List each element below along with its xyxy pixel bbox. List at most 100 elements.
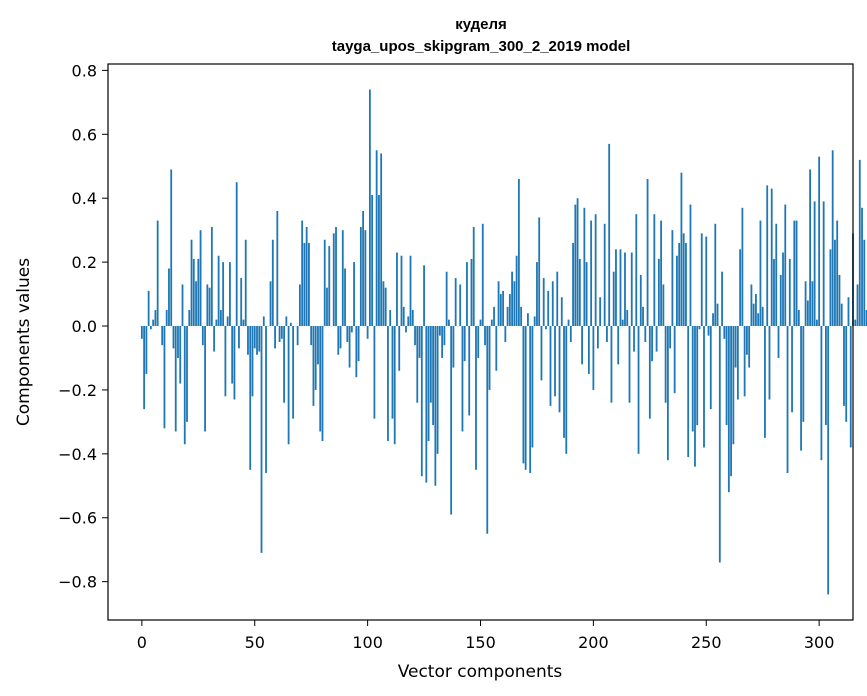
bar-75 [310,326,313,346]
bar-145 [468,326,471,416]
bar-82 [326,287,328,327]
bar-156 [493,306,495,327]
x-tick-label-0: 0 [137,633,147,652]
bar-220 [637,326,640,454]
y-tick-label-6: 0.4 [72,189,97,208]
bar-170 [524,326,527,470]
bar-299 [815,319,818,327]
bar-121 [414,326,416,346]
bar-317 [856,284,859,327]
bar-100 [366,326,369,339]
bar-304 [827,326,830,595]
bar-81 [323,239,326,327]
bar-293 [802,326,805,422]
bar-66 [289,322,292,327]
bar-128 [429,326,432,403]
bar-54 [262,316,265,327]
bar-89 [341,230,344,327]
bar-235 [671,230,674,327]
bar-44 [240,278,243,327]
bar-63 [283,326,285,403]
bar-42 [235,182,238,327]
bar-45 [242,319,245,327]
bar-155 [490,319,493,327]
bar-179 [545,326,547,330]
bar-201 [594,214,597,327]
bar-180 [547,290,550,327]
bar-250 [705,236,708,327]
bar-227 [653,214,656,327]
bar-205 [603,223,606,327]
bar-116 [402,306,405,327]
bar-203 [599,297,602,327]
bar-12 [168,268,170,327]
bar-263 [734,326,737,368]
bar-215 [626,310,629,327]
bar-39 [229,262,231,327]
bar-267 [743,326,746,397]
bar-259 [725,326,728,426]
bar-96 [357,326,360,362]
bar-30 [208,287,211,327]
bar-38 [226,316,229,327]
bar-311 [843,326,845,406]
x-axis-ticks: 0 50 100 150 200 250 300 [137,620,834,652]
bar-320 [863,239,866,327]
bar-271 [752,303,755,327]
bar-115 [400,255,403,327]
bar-24 [195,281,197,327]
bar-273 [757,313,760,327]
bar-53 [260,326,263,553]
bar-255 [716,303,719,327]
bar-10 [163,326,166,429]
bar-150 [479,319,482,327]
bar-114 [398,326,401,371]
bar-103 [373,326,376,419]
bar-303 [825,326,827,426]
bar-153 [486,326,489,534]
bar-167 [517,179,520,327]
bar-87 [337,326,340,355]
bar-57 [269,281,272,327]
bar-9 [161,326,164,346]
bar-277 [766,185,769,327]
bar-236 [673,326,676,394]
bar-280 [773,258,775,327]
bar-163 [508,294,511,327]
bar-223 [644,326,647,342]
bar-7 [156,220,159,327]
bar-59 [274,326,276,349]
bar-302 [822,201,825,327]
bar-276 [764,326,766,438]
bar-281 [775,223,778,327]
bar-295 [806,300,809,327]
bar-285 [784,204,787,327]
bar-251 [707,326,710,336]
bar-46 [244,239,247,327]
chart-title: куделя [455,16,507,33]
bar-83 [328,246,331,327]
bar-108 [384,287,387,327]
bar-310 [840,303,843,327]
bar-130 [434,326,437,486]
bar-290 [795,220,798,327]
y-tick-label-3: −0.2 [58,381,97,400]
bar-158 [497,281,500,327]
bar-34 [217,255,220,327]
bar-76 [312,326,315,406]
bar-14 [172,326,175,349]
chart-subtitle: tayga_upos_skipgram_300_2_2019 model [332,38,631,55]
bar-195 [581,326,583,365]
bar-35 [219,310,222,327]
bar-238 [678,242,681,327]
bar-126 [425,326,428,483]
bar-18 [181,284,184,327]
bar-99 [364,230,367,327]
bar-43 [238,326,240,349]
bar-47 [247,326,249,355]
bar-252 [709,326,712,410]
bar-296 [809,169,812,327]
bar-297 [811,281,814,327]
bar-300 [818,156,821,327]
bar-41 [233,326,236,400]
